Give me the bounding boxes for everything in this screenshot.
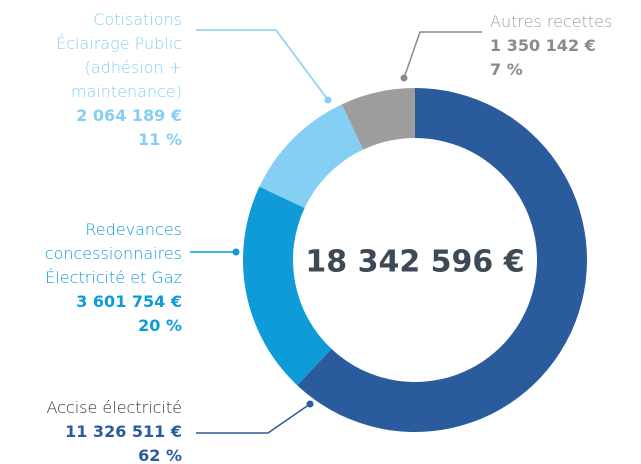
category-name: Redevances concessionnaires Électricité … — [44, 220, 182, 287]
leader-dot — [324, 96, 332, 104]
amount-label: 3 601 754 € — [76, 292, 182, 311]
segment-label: Accise électricité 11 326 511 € 62 % — [46, 396, 182, 464]
donut-segment — [243, 186, 332, 386]
category-name: Accise électricité — [46, 398, 182, 417]
donut-segment — [341, 88, 415, 150]
leaders — [190, 29, 482, 434]
amount-label: 11 326 511 € — [65, 422, 182, 441]
donut-segment — [297, 88, 587, 432]
amount-label: 2 064 189 € — [76, 106, 182, 125]
category-name: Autres recettes — [490, 12, 613, 31]
leader-dot — [232, 248, 240, 256]
leader-dot — [306, 400, 314, 408]
leader-line — [196, 29, 329, 101]
segment-label: Autres recettes 1 350 142 € 7 % — [490, 10, 612, 82]
value-label: 20 % — [138, 316, 182, 335]
value-label: 11 % — [138, 130, 182, 149]
leader-dot — [400, 74, 408, 82]
leader-line — [196, 403, 311, 434]
segment-label: Redevances concessionnaires Électricité … — [45, 218, 182, 338]
donut-segment — [259, 104, 364, 209]
value-label: 7 % — [490, 60, 523, 79]
segment-label: Cotisations Éclairage Public (adhésion +… — [56, 8, 182, 152]
category-name: Cotisations Éclairage Public (adhésion +… — [56, 10, 182, 101]
total: 18 342 596 € — [305, 245, 524, 280]
amount-label: 1 350 142 € — [490, 36, 596, 55]
leader-line — [403, 31, 482, 79]
value-label: 62 % — [138, 446, 182, 464]
